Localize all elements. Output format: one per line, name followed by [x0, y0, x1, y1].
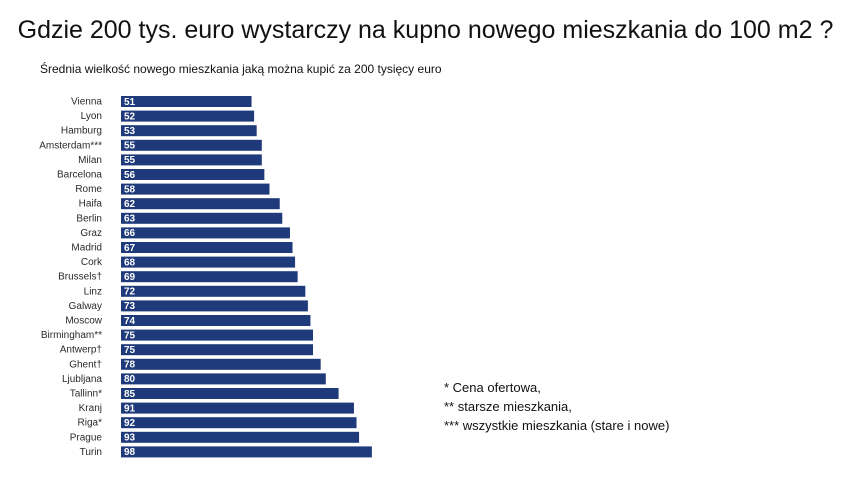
bar — [121, 242, 293, 253]
category-label: Tallinn* — [70, 389, 102, 400]
category-label: Prague — [70, 432, 103, 443]
category-label: Riga* — [78, 418, 103, 429]
bar — [121, 198, 280, 210]
bar-value-label: 51 — [124, 97, 136, 108]
category-label: Moscow — [65, 316, 102, 327]
category-label: Antwerp† — [60, 345, 102, 356]
bar-value-label: 93 — [124, 433, 136, 444]
bar-value-label: 55 — [124, 155, 136, 166]
bar-value-label: 56 — [124, 170, 136, 181]
category-label: Turin — [80, 447, 102, 458]
bar — [121, 329, 313, 341]
category-label: Graz — [80, 228, 102, 239]
bar — [121, 417, 357, 429]
bar — [121, 256, 296, 268]
bar — [121, 271, 298, 283]
bar-value-label: 55 — [124, 141, 136, 152]
category-label: Amsterdam*** — [39, 140, 102, 151]
category-label: Hamburg — [61, 126, 102, 137]
bar-value-label: 75 — [124, 345, 136, 356]
bar-value-label: 75 — [124, 330, 136, 341]
category-label: Linz — [84, 286, 102, 297]
bar-value-label: 67 — [124, 243, 136, 254]
chart-subtitle: Średnia wielkość nowego mieszkania jaką … — [40, 62, 442, 76]
bar — [121, 212, 283, 224]
bar — [121, 344, 313, 356]
category-label: Ljubljana — [62, 374, 102, 385]
bar — [121, 388, 339, 399]
category-label: Cork — [81, 257, 103, 268]
category-label: Kranj — [79, 403, 102, 414]
bar-value-label: 53 — [124, 126, 136, 137]
footnote-3: *** wszystkie mieszkania (stare i nowe) — [444, 418, 670, 433]
bar-value-label: 72 — [124, 287, 136, 298]
category-label: Brussels† — [58, 272, 102, 283]
bar-value-label: 78 — [124, 360, 136, 371]
bar — [121, 183, 270, 195]
bar — [121, 227, 290, 239]
category-label: Rome — [75, 184, 102, 195]
category-label: Milan — [78, 155, 102, 166]
category-label: Madrid — [71, 243, 102, 254]
bar — [121, 402, 354, 414]
footnote-2: ** starsze mieszkania, — [444, 399, 572, 414]
category-label: Vienna — [71, 97, 102, 108]
bar-value-label: 73 — [124, 301, 136, 312]
bar-value-label: 63 — [124, 214, 136, 225]
category-label: Haifa — [79, 199, 103, 210]
bar — [121, 96, 252, 107]
bar-value-label: 52 — [124, 111, 136, 122]
category-label: Ghent† — [69, 359, 102, 370]
category-label: Lyon — [81, 111, 102, 122]
bar-value-label: 80 — [124, 374, 136, 385]
footnotes: * Cena ofertowa, ** starsze mieszkania, … — [444, 378, 669, 435]
bar — [121, 110, 255, 122]
category-label: Birmingham** — [41, 330, 102, 341]
category-label: Galway — [69, 301, 102, 312]
bar — [121, 358, 321, 370]
bar — [121, 125, 257, 137]
category-label: Berlin — [76, 213, 102, 224]
bar — [121, 373, 326, 385]
bar-value-label: 62 — [124, 199, 136, 210]
bar — [121, 446, 372, 458]
bar-value-label: 91 — [124, 403, 136, 414]
bar-value-label: 92 — [124, 418, 136, 429]
bar-value-label: 98 — [124, 447, 136, 458]
bar-value-label: 69 — [124, 272, 136, 283]
category-label: Barcelona — [57, 170, 102, 181]
bar — [121, 154, 262, 166]
bar-value-label: 66 — [124, 228, 136, 239]
bar — [121, 285, 306, 297]
footnote-1: * Cena ofertowa, — [444, 380, 541, 395]
bar — [121, 300, 308, 312]
bar-value-label: 68 — [124, 257, 136, 268]
bar — [121, 315, 311, 326]
bar — [121, 431, 360, 443]
page-title: Gdzie 200 tys. euro wystarczy na kupno n… — [17, 16, 834, 44]
bar-value-label: 85 — [124, 389, 136, 400]
bar-value-label: 58 — [124, 184, 136, 195]
bar — [121, 169, 265, 180]
bar — [121, 139, 262, 151]
bar-value-label: 74 — [124, 316, 136, 327]
